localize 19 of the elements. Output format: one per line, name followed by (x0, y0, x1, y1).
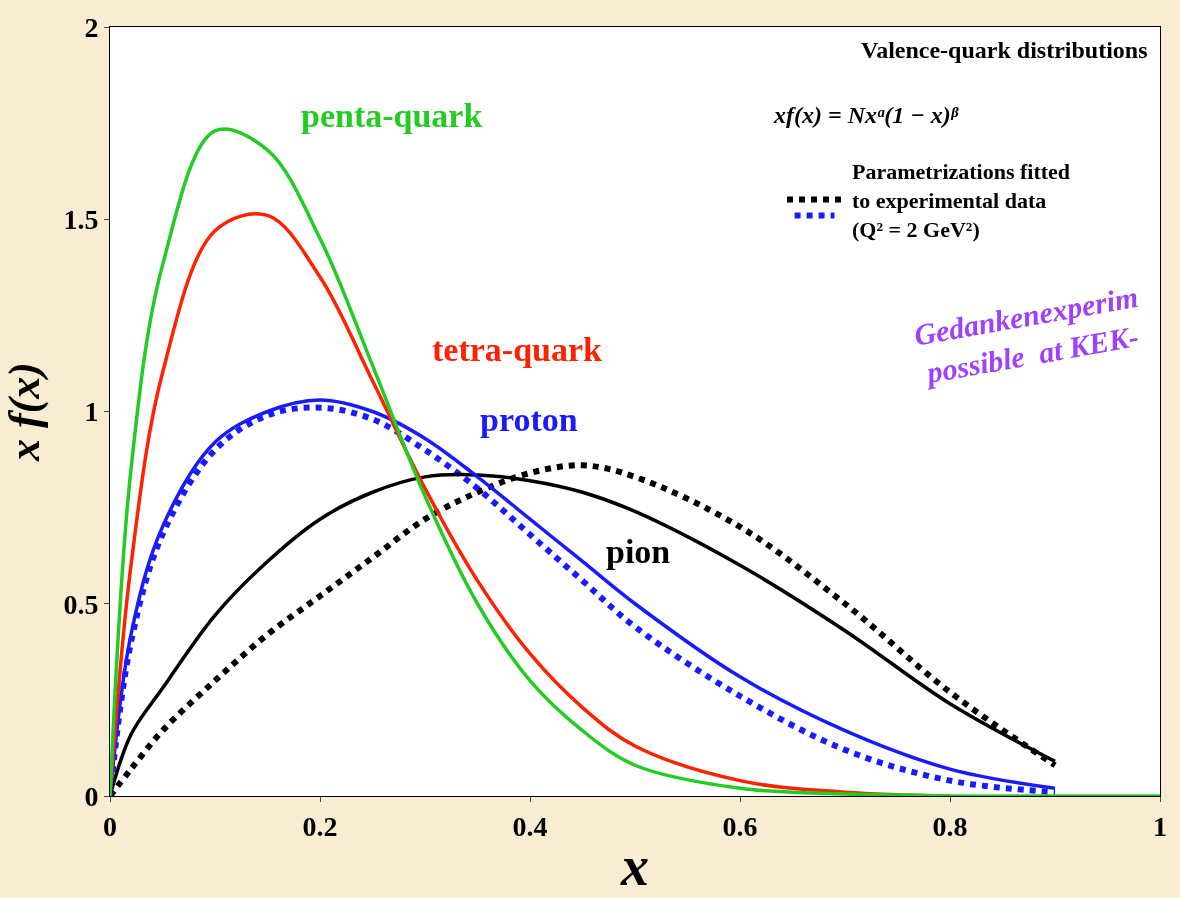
legend-label: Parametrizations fitted to experimental data (Q² = 2 GeV²) (852, 159, 1071, 242)
x-axis-title: x (620, 835, 649, 898)
y-tick-label: 2 (84, 11, 99, 43)
x-tick-label: 1 (1153, 810, 1167, 842)
text: xf(x) = Nxᵅ(1 − x)ᵝ (773, 102, 959, 128)
series-label: pion (606, 533, 671, 570)
x-tick-label: 0.2 (302, 810, 338, 842)
y-tick-label: 1 (84, 396, 99, 428)
y-axis-title: x f(x) (0, 362, 49, 462)
y-tick-label: 1.5 (63, 204, 99, 236)
chart-title: Valence-quark distributions (861, 37, 1148, 63)
y-tick-label: 0 (84, 780, 99, 812)
series-label: proton (480, 401, 578, 438)
x-tick-label: 0.8 (932, 810, 968, 842)
series-label: penta-quark (301, 97, 483, 134)
x-tick-label: 0.4 (512, 810, 548, 842)
y-tick-label: 0.5 (63, 588, 99, 620)
x-tick-label: 0.6 (722, 810, 758, 842)
series-label: tetra-quark (432, 331, 603, 368)
